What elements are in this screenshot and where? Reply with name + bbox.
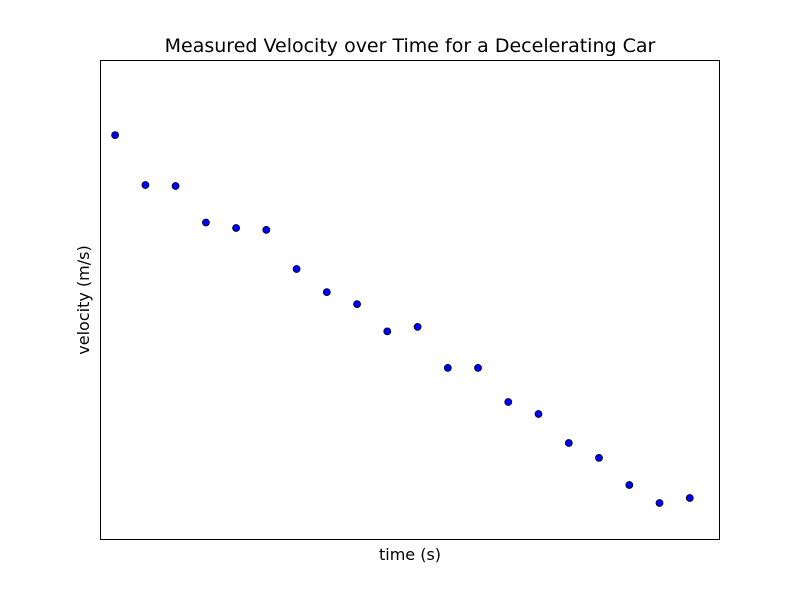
data-point	[232, 224, 241, 232]
data-point	[655, 499, 664, 507]
x-axis-label: time (s)	[379, 545, 441, 564]
data-point	[322, 288, 331, 297]
data-point	[141, 181, 150, 189]
data-point	[625, 481, 634, 489]
data-point	[595, 453, 603, 462]
data-point	[292, 265, 301, 273]
data-point	[474, 363, 482, 372]
y-axis-label: velocity (m/s)	[74, 245, 93, 354]
data-point	[171, 182, 180, 190]
chart-title: Measured Velocity over Time for a Decele…	[165, 35, 656, 57]
data-point	[534, 410, 543, 418]
data-point	[443, 363, 452, 372]
data-point	[353, 300, 362, 309]
plot-area	[100, 60, 720, 540]
data-point	[504, 398, 513, 406]
data-points	[111, 131, 694, 507]
data-point	[564, 439, 573, 447]
data-point	[383, 327, 392, 336]
data-point	[111, 131, 119, 140]
data-point	[413, 322, 422, 331]
data-point	[685, 494, 694, 502]
data-point	[262, 225, 271, 234]
data-point	[201, 218, 210, 227]
